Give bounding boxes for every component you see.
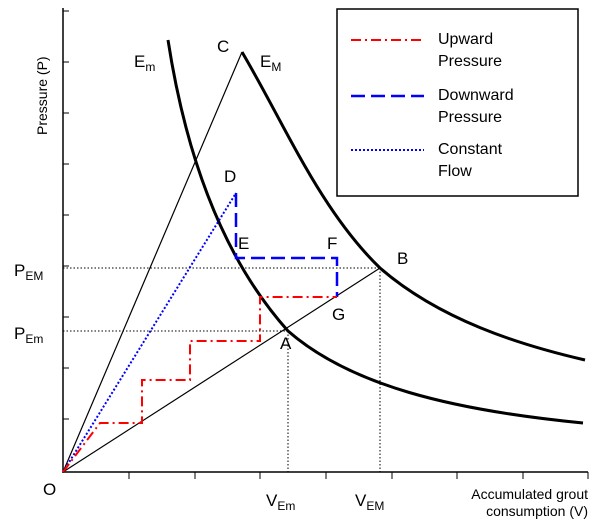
y-axis-ticks	[63, 10, 69, 420]
svg-text:Downward: Downward	[438, 87, 514, 104]
v-em-label: VEm	[266, 491, 295, 513]
curve-e-M	[240, 51, 586, 362]
p-em-label: PEm	[14, 324, 43, 346]
line-o-to-b	[62, 267, 381, 473]
constant-flow-path	[62, 192, 237, 473]
point-label-c: C	[217, 37, 229, 56]
curve-label-e-M: EM	[260, 52, 281, 74]
v-EM-label: VEM	[355, 491, 384, 513]
line-o-to-c	[62, 51, 243, 473]
legend-item-constant-flow: Constant Flow	[351, 141, 503, 180]
legend-item-upward-pressure: Upward Pressure	[351, 31, 502, 70]
p-EM-label: PEM	[14, 261, 43, 283]
point-label-a: A	[280, 334, 292, 353]
legend: Upward Pressure Downward Pressure Consta…	[336, 8, 579, 197]
point-label-d: D	[224, 167, 236, 186]
x-axis-ticks	[128, 472, 589, 479]
upward-pressure-path	[62, 296, 337, 473]
svg-text:Flow: Flow	[438, 163, 472, 180]
svg-text:Constant: Constant	[438, 141, 503, 158]
point-label-b: B	[397, 249, 408, 268]
svg-text:Upward: Upward	[438, 31, 493, 48]
y-axis-title: Pressure (P)	[34, 56, 50, 135]
reference-lines	[63, 267, 381, 472]
downward-pressure-path	[234, 193, 339, 297]
curve-label-e-m: Em	[134, 52, 155, 74]
svg-text:Pressure: Pressure	[438, 53, 502, 70]
curve-e-m	[166, 39, 584, 425]
legend-item-downward-pressure: Downward Pressure	[351, 87, 514, 126]
svg-text:Pressure: Pressure	[438, 109, 502, 126]
x-axis-title-line2: consumption (V)	[486, 503, 588, 519]
point-label-g: G	[332, 305, 345, 324]
origin-label: O	[43, 480, 56, 499]
point-label-e: E	[238, 234, 249, 253]
x-axis-title-line1: Accumulated grout	[471, 486, 588, 502]
point-label-f: F	[327, 234, 337, 253]
